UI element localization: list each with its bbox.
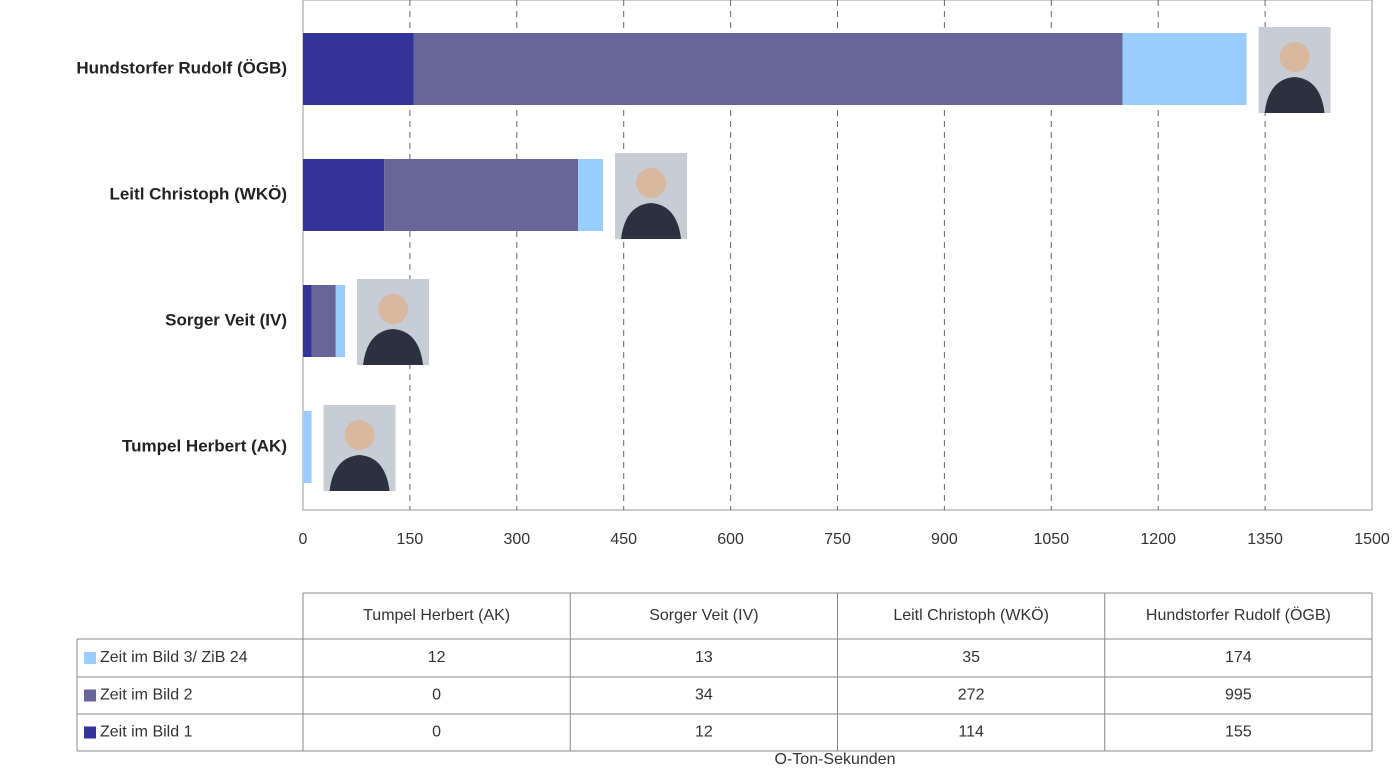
bar-segment <box>303 159 384 231</box>
table-value: 174 <box>1225 649 1252 666</box>
legend-label: Zeit im Bild 2 <box>100 687 193 704</box>
bar-segment <box>303 33 413 105</box>
bar-segment <box>413 33 1122 105</box>
bar-segment <box>336 285 345 357</box>
table-value: 13 <box>695 649 713 666</box>
table-value: 34 <box>695 687 713 704</box>
table-header: Sorger Veit (IV) <box>649 607 758 624</box>
x-tick-label: 150 <box>397 531 424 548</box>
bar-segment <box>303 411 312 483</box>
bar-segment <box>578 159 603 231</box>
table-value: 0 <box>432 724 441 741</box>
table-value: 114 <box>958 724 984 741</box>
table-value: 995 <box>1225 687 1252 704</box>
table-header: Tumpel Herbert (AK) <box>363 607 510 624</box>
bar-segment <box>384 159 578 231</box>
table-value: 35 <box>962 649 980 666</box>
x-tick-label: 300 <box>503 531 530 548</box>
x-tick-label: 0 <box>299 531 308 548</box>
chart: O-Ton-Sekunden 0 150 300 450 600 750 900 1050 12… <box>0 0 1397 770</box>
portrait-head <box>1280 42 1310 72</box>
x-tick-label: 1200 <box>1140 531 1176 548</box>
table-header: Leitl Christoph (WKÖ) <box>893 606 1049 624</box>
legend-swatch <box>84 652 96 664</box>
category-label: Leitl Christoph (WKÖ) <box>109 184 287 203</box>
x-tick-label: 1050 <box>1034 531 1070 548</box>
legend-swatch <box>84 727 96 739</box>
x-tick-label: 750 <box>824 531 851 548</box>
table-value: 155 <box>1225 724 1252 741</box>
table-value: 272 <box>958 687 985 704</box>
bar-segment <box>1123 33 1247 105</box>
category-label: Sorger Veit (IV) <box>165 310 287 329</box>
x-tick-label: 900 <box>931 531 958 548</box>
table-value: 12 <box>428 649 446 666</box>
portrait-head <box>345 420 375 450</box>
x-tick-label: 450 <box>610 531 637 548</box>
category-label: Tumpel Herbert (AK) <box>122 436 287 455</box>
table-value: 12 <box>695 724 713 741</box>
bar-segment <box>303 285 312 357</box>
x-tick-label: 1500 <box>1354 531 1390 548</box>
x-tick-label: 1350 <box>1247 531 1283 548</box>
table-value: 0 <box>432 687 441 704</box>
category-label: Hundstorfer Rudolf (ÖGB) <box>76 58 287 77</box>
legend-label: Zeit im Bild 1 <box>100 724 193 741</box>
portrait-head <box>636 168 666 198</box>
x-axis-label: O-Ton-Sekunden <box>775 751 896 768</box>
portrait-head <box>378 294 408 324</box>
x-tick-label: 600 <box>717 531 744 548</box>
bar-segment <box>312 285 336 357</box>
table-header: Hundstorfer Rudolf (ÖGB) <box>1146 606 1331 624</box>
legend-label: Zeit im Bild 3/ ZiB 24 <box>100 649 248 666</box>
legend-swatch <box>84 690 96 702</box>
